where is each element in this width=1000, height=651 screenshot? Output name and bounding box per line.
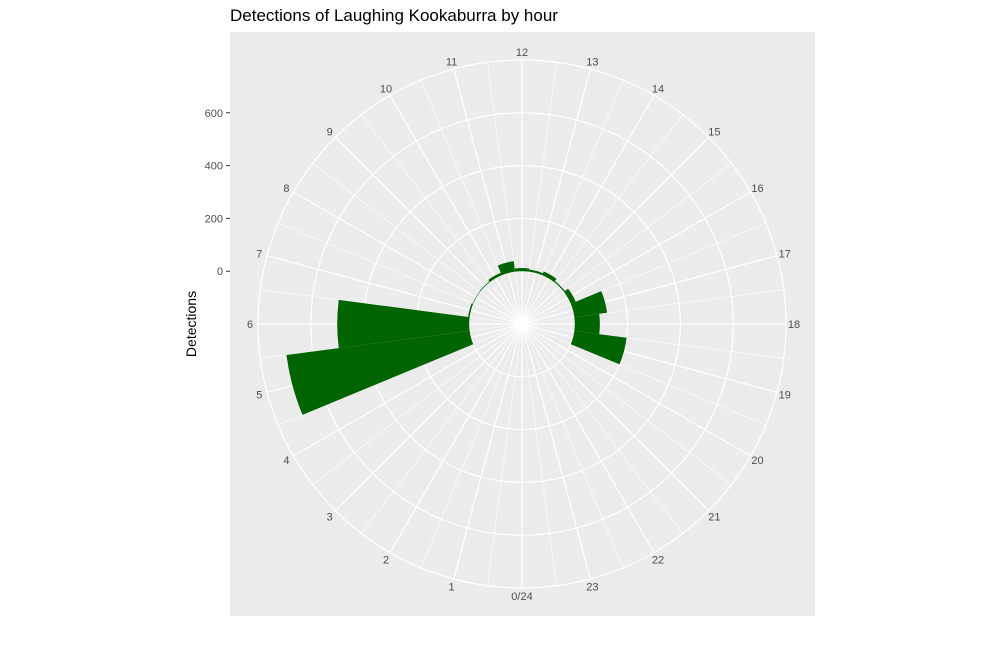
major-grid-line: [453, 323, 523, 580]
major-grid-line: [521, 323, 710, 512]
hour-label: 4: [283, 455, 289, 467]
bar-hour-6: [337, 299, 470, 349]
minor-grid-line: [361, 323, 523, 534]
hour-label: 7: [256, 249, 262, 261]
bar-hour-18: [574, 313, 600, 335]
minor-grid-line: [277, 222, 523, 325]
hour-label: 5: [256, 389, 262, 401]
major-grid-line: [266, 255, 523, 325]
major-grid-line: [521, 191, 751, 325]
minor-grid-line: [521, 114, 683, 325]
major-grid-line: [521, 255, 778, 325]
major-grid-line: [389, 323, 523, 553]
bar-hour-17: [570, 291, 608, 318]
major-grid-line: [293, 323, 523, 457]
minor-grid-line: [487, 323, 523, 586]
bar-hour-5: [286, 330, 474, 415]
minor-grid-line: [521, 323, 732, 485]
hour-label: 15: [708, 127, 720, 139]
minor-grid-line: [260, 289, 523, 325]
bar-hour-13: [528, 269, 544, 276]
minor-grid-line: [521, 323, 683, 534]
major-grid-line: [521, 323, 655, 553]
y-tick-label: 0: [217, 266, 223, 278]
bar-hour-9: [479, 281, 490, 292]
minor-grid-line: [521, 62, 557, 325]
major-grid-line: [334, 136, 523, 325]
minor-grid-line: [487, 62, 523, 325]
major-grid-line: [293, 191, 523, 325]
hour-label: 12: [516, 47, 528, 59]
hour-label: 18: [788, 319, 800, 331]
major-grid-line: [453, 68, 523, 325]
bars: [286, 261, 627, 415]
hour-label: 22: [652, 555, 664, 567]
y-axis: 0 200 400 600: [205, 108, 230, 278]
hour-label: 11: [446, 56, 457, 68]
bar-hour-11: [497, 261, 516, 276]
hour-label: 19: [779, 389, 791, 401]
hour-labels: 0/24123456789101112131415161718192021222…: [247, 47, 800, 603]
hour-label: 2: [383, 555, 389, 567]
y-tick-label: 600: [205, 108, 223, 120]
bar-hour-16: [563, 288, 576, 304]
y-axis-label: Detections: [183, 291, 199, 357]
major-grid-line: [521, 95, 655, 325]
hour-label: 13: [586, 56, 598, 68]
hour-label: 20: [751, 455, 763, 467]
minor-grid-line: [420, 323, 523, 569]
minor-grid-line: [361, 114, 523, 325]
hour-label: 6: [247, 319, 253, 331]
y-tick-label: 200: [205, 213, 223, 225]
minor-grid-line: [312, 323, 523, 485]
grid-lines: [257, 59, 787, 589]
hour-label: 16: [751, 183, 763, 195]
grid-circle: [310, 112, 734, 536]
grid-circle: [257, 59, 787, 589]
minor-grid-line: [521, 323, 784, 359]
hour-label: 0/24: [511, 591, 532, 603]
minor-grid-line: [521, 222, 767, 325]
hour-label: 14: [652, 83, 664, 95]
bar-hour-7: [468, 303, 474, 318]
chart-title: Detections of Laughing Kookaburra by hou…: [230, 6, 558, 25]
minor-grid-line: [420, 79, 523, 325]
hour-label: 21: [708, 511, 720, 523]
bar-hour-15: [554, 281, 565, 292]
hour-label: 9: [327, 127, 333, 139]
major-grid-line: [521, 323, 751, 457]
minor-grid-line: [521, 323, 624, 569]
hour-label: 1: [449, 582, 455, 594]
major-grid-line: [521, 323, 778, 393]
hour-label: 3: [327, 511, 333, 523]
hour-label: 10: [380, 83, 392, 95]
major-grid-line: [334, 323, 523, 512]
bar-hour-12: [514, 268, 530, 272]
major-grid-line: [389, 95, 523, 325]
y-tick-label: 400: [205, 161, 223, 173]
bar-hour-8: [472, 291, 481, 304]
minor-grid-line: [521, 289, 784, 325]
hour-label: 8: [283, 183, 289, 195]
major-grid-line: [521, 323, 591, 580]
minor-grid-line: [521, 79, 624, 325]
bar-hour-10: [488, 272, 502, 283]
major-grid-line: [521, 136, 710, 325]
minor-grid-line: [312, 163, 523, 325]
hour-label: 17: [779, 249, 791, 261]
minor-grid-line: [521, 163, 732, 325]
bar-hour-19: [570, 330, 627, 365]
hour-label: 23: [586, 582, 598, 594]
major-grid-line: [521, 68, 591, 325]
minor-grid-line: [521, 323, 767, 426]
bar-hour-14: [542, 271, 557, 283]
minor-grid-line: [521, 323, 557, 586]
